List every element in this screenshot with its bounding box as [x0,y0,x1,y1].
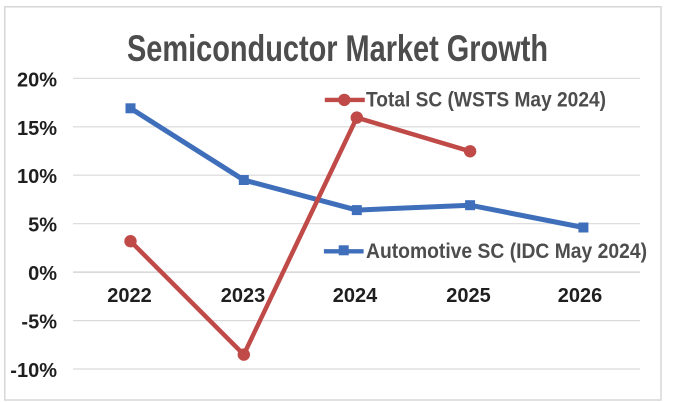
svg-text:Semiconductor Market Growth: Semiconductor Market Growth [127,28,548,69]
svg-text:2026: 2026 [558,285,603,307]
svg-text:Automotive SC (IDC May 2024): Automotive SC (IDC May 2024) [366,240,647,263]
svg-text:Total SC (WSTS May 2024): Total SC (WSTS May 2024) [366,88,606,111]
svg-text:5%: 5% [28,215,57,237]
svg-text:15%: 15% [17,118,57,140]
svg-text:2025: 2025 [446,285,491,307]
svg-text:2024: 2024 [333,285,378,307]
svg-text:20%: 20% [17,69,57,91]
svg-text:0%: 0% [28,263,57,285]
svg-text:2023: 2023 [221,285,266,307]
svg-text:10%: 10% [17,166,57,188]
svg-text:2022: 2022 [107,285,152,307]
svg-text:-10%: -10% [10,360,57,382]
svg-text:-5%: -5% [21,312,57,334]
